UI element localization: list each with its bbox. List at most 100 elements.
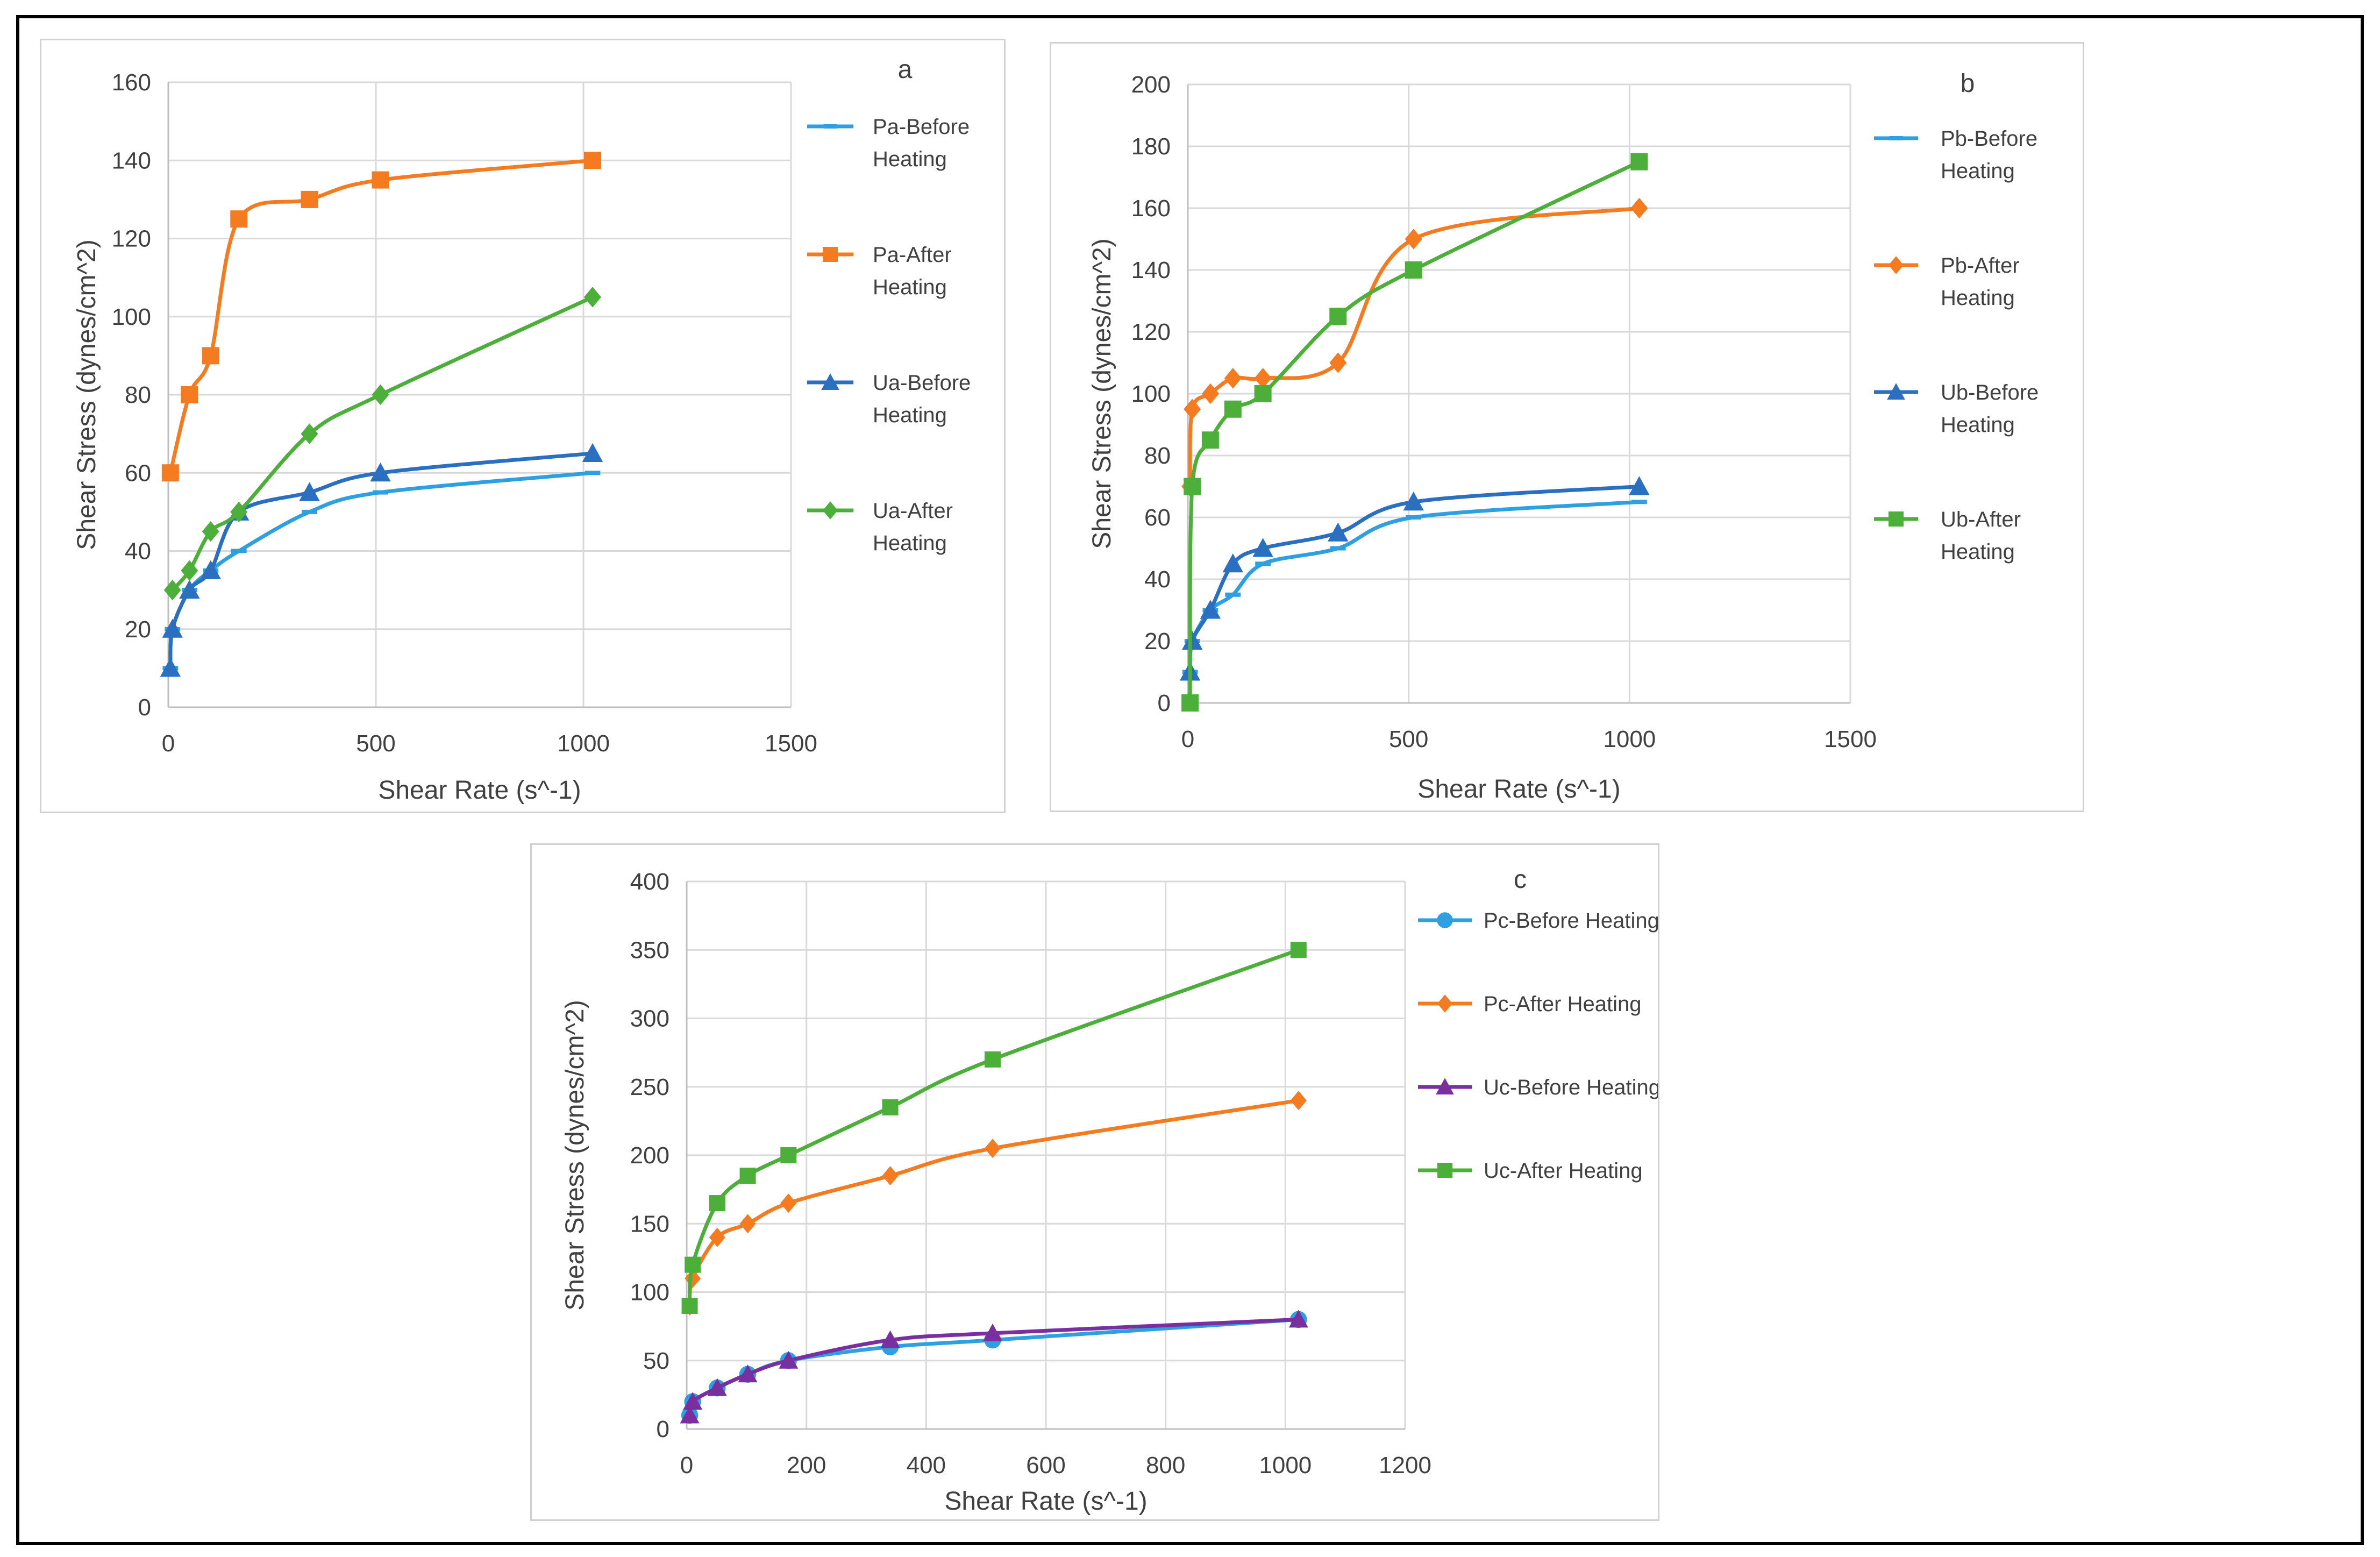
- y-tick-label: 200: [630, 1142, 669, 1169]
- data-point: [582, 443, 603, 462]
- data-point: [161, 464, 179, 482]
- y-tick-label: 40: [125, 538, 151, 565]
- panel-label: c: [1514, 865, 1527, 894]
- legend-entry: Ua-After Heating: [807, 499, 953, 555]
- data-point: [709, 1195, 725, 1212]
- x-axis-title: Shear Rate (s^-1): [378, 776, 581, 805]
- panel-label: a: [898, 55, 913, 84]
- data-point: [1201, 383, 1219, 404]
- legend-marker: [1437, 912, 1453, 928]
- x-tick-label: 500: [356, 730, 395, 757]
- legend-marker: [1437, 994, 1452, 1013]
- y-tick-label: 350: [630, 937, 669, 963]
- series-pb-after-heating: [1181, 197, 1648, 497]
- figure-frame: [16, 15, 2364, 1545]
- legend-label: Ua-After: [873, 499, 953, 523]
- data-point: [738, 1364, 758, 1383]
- series-line: [171, 295, 594, 592]
- y-tick-label: 400: [630, 869, 669, 895]
- series-ub-before-heating: [1179, 476, 1650, 681]
- data-point: [181, 386, 198, 403]
- data-point: [683, 1392, 703, 1410]
- data-point: [680, 1405, 700, 1424]
- data-point: [984, 1139, 1001, 1158]
- data-point: [1252, 538, 1273, 557]
- data-point: [160, 658, 181, 677]
- y-tick-label: 250: [630, 1074, 669, 1100]
- data-point: [882, 1166, 899, 1186]
- y-tick-label: 140: [1131, 257, 1171, 283]
- y-tick-label: 300: [630, 1006, 669, 1032]
- x-tick-label: 0: [680, 1452, 693, 1478]
- series-line: [688, 1317, 1299, 1416]
- legend-entry: Pb-After Heating: [1874, 254, 2020, 310]
- series-line: [1188, 206, 1640, 487]
- legend-entry: Pa-Before Heating: [807, 115, 970, 171]
- y-axis-title: Shear Stress (dynes/cm^2): [561, 1000, 589, 1310]
- y-tick-label: 60: [125, 460, 151, 486]
- x-tick-label: 800: [1146, 1452, 1185, 1478]
- data-point: [1405, 261, 1422, 279]
- legend-label: Ub-After: [1941, 508, 2021, 531]
- data-point: [202, 347, 219, 365]
- x-tick-label: 0: [162, 730, 175, 757]
- data-point: [163, 579, 181, 601]
- y-tick-label: 0: [138, 694, 151, 721]
- data-point: [1184, 478, 1201, 495]
- data-point: [739, 1168, 756, 1184]
- series-line: [688, 948, 1300, 1306]
- data-point: [1200, 600, 1221, 619]
- legend-marker: [1436, 1078, 1454, 1094]
- legend-marker: [823, 124, 837, 129]
- data-point: [1254, 368, 1272, 389]
- legend-label: Uc-After Heating: [1484, 1159, 1643, 1183]
- data-point: [1288, 1310, 1308, 1328]
- legend-entry: Pb-Before Heating: [1874, 127, 2037, 183]
- legend-marker: [1887, 383, 1905, 400]
- series-line: [168, 451, 593, 669]
- x-tick-label: 1000: [1603, 726, 1656, 752]
- data-point: [1290, 942, 1307, 958]
- legend-marker: [1889, 511, 1904, 527]
- legend-entry: Ub-Before Heating: [1874, 381, 2039, 437]
- legend-label: Uc-Before Heating: [1484, 1076, 1658, 1099]
- data-point: [1406, 515, 1422, 520]
- data-point: [301, 423, 318, 444]
- legend-marker: [1889, 256, 1904, 274]
- legend-marker: [823, 247, 838, 262]
- legend-label: Heating: [873, 403, 947, 427]
- legend-label: Ua-Before: [873, 371, 971, 395]
- series-line: [168, 471, 593, 669]
- legend-label: Pa-Before: [873, 115, 970, 139]
- x-tick-label: 0: [1181, 726, 1194, 752]
- x-axis-title: Shear Rate (s^-1): [944, 1487, 1147, 1516]
- series-uc-before-heating: [680, 1310, 1308, 1424]
- data-point: [372, 171, 389, 189]
- data-point: [179, 579, 200, 599]
- x-tick-label: 400: [907, 1452, 946, 1478]
- data-point: [681, 1297, 698, 1314]
- legend-label: Pb-Before: [1941, 127, 2037, 151]
- data-point: [739, 1214, 756, 1234]
- y-tick-label: 100: [112, 304, 151, 330]
- legend-label: Heating: [1941, 540, 2015, 564]
- y-tick-label: 0: [657, 1416, 669, 1442]
- series-ub-after-heating: [1181, 153, 1648, 712]
- data-point: [882, 1099, 899, 1115]
- x-tick-label: 500: [1389, 726, 1428, 752]
- data-point: [780, 1193, 797, 1213]
- data-point: [1405, 229, 1422, 250]
- legend-entry: Uc-Before Heating: [1418, 1076, 1658, 1099]
- data-point: [1290, 1091, 1307, 1111]
- chart-panel-a: 0 20 40 60 80 100 120 140 160 0 500 1000 1500 Shear R…: [40, 39, 1006, 813]
- chart-c-svg: 0 50 100 150 200 250 300 350 400 0 200 400 600 800 100…: [561, 865, 1658, 1516]
- x-tick-label: 1200: [1379, 1452, 1431, 1478]
- legend-label: Heating: [873, 531, 947, 555]
- series-pa-after-heating: [161, 152, 601, 482]
- y-tick-label: 50: [643, 1348, 669, 1374]
- legend-entry: Ua-Before Heating: [807, 371, 971, 427]
- legend-label: Heating: [873, 147, 947, 171]
- data-point: [202, 521, 219, 542]
- x-tick-label: 600: [1026, 1452, 1065, 1478]
- data-point: [1630, 197, 1648, 219]
